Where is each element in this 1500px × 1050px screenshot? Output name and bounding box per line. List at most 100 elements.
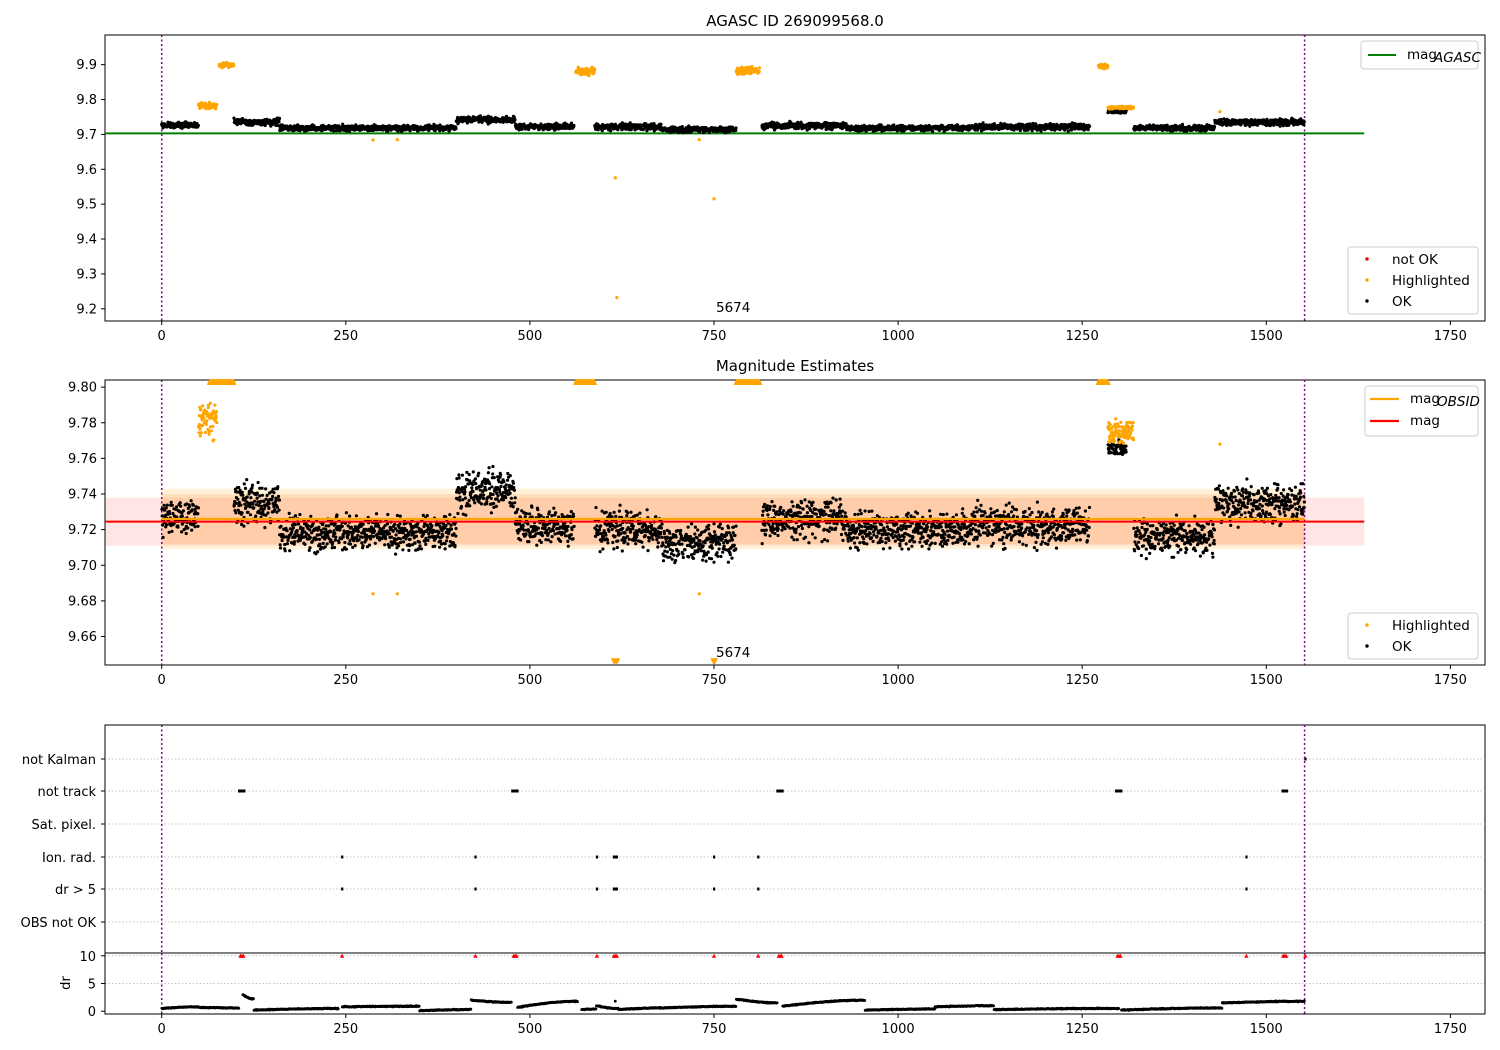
ok-point [512, 115, 516, 119]
ok-point [267, 502, 271, 506]
highlighted-point [615, 296, 619, 300]
ok-point [491, 492, 495, 497]
ok-point [445, 535, 449, 539]
ok-point [253, 499, 257, 503]
ok-point [414, 534, 419, 538]
ok-point [348, 542, 353, 546]
ok-point [196, 524, 200, 528]
ok-point [279, 524, 283, 528]
ok-point [265, 117, 269, 121]
highlighted-point [757, 66, 762, 70]
legend-label: OK [1392, 294, 1413, 310]
ok-point [398, 522, 402, 526]
ok-point [235, 490, 239, 494]
ok-point [489, 511, 493, 515]
ok-point [417, 540, 422, 544]
ok-point [191, 503, 195, 507]
ok-point [401, 531, 405, 535]
ok-point [266, 511, 270, 515]
ok-point [260, 486, 264, 490]
ok-point [463, 490, 467, 494]
ok-point [536, 526, 541, 530]
highlighted-point [697, 138, 701, 142]
ok-point [249, 496, 253, 500]
ok-point [273, 508, 277, 512]
ok-point [193, 525, 197, 529]
y-tick-label: 9.2 [76, 302, 97, 317]
agasc-magnitude-panel: AGASC ID 269099568.09.29.39.49.59.69.79.… [76, 12, 1486, 344]
ok-point [492, 501, 496, 506]
ok-point [433, 544, 437, 548]
legend-label: not OK [1392, 252, 1439, 268]
ok-point [459, 504, 464, 509]
ok-point [180, 530, 184, 534]
ok-point [425, 514, 429, 518]
y-tick-label: 9.78 [68, 416, 97, 431]
ok-point [356, 529, 360, 534]
ok-point [327, 524, 331, 528]
ok-point [323, 545, 327, 549]
ok-point [245, 478, 249, 482]
ok-point [184, 531, 188, 536]
ok-point [256, 480, 260, 485]
ok-point [321, 541, 325, 546]
ok-point [278, 546, 283, 550]
ok-point [270, 497, 274, 501]
ok-point [275, 505, 279, 509]
y-tick-label: 9.70 [68, 559, 97, 574]
ok-point [408, 544, 412, 548]
ok-point [190, 528, 194, 532]
ok-point [401, 548, 405, 552]
highlighted-point [232, 63, 236, 67]
ok-point [288, 549, 292, 553]
ok-point [501, 498, 505, 502]
ok-point [260, 504, 264, 508]
ok-point [311, 539, 315, 543]
axes-frame [104, 34, 1486, 322]
ok-point [1302, 123, 1306, 127]
ok-point [308, 528, 312, 532]
ok-point [506, 471, 510, 476]
ok-point [277, 116, 282, 120]
ok-point [335, 513, 339, 517]
legend-marker [1365, 299, 1369, 303]
ok-point [536, 508, 540, 512]
ok-point [395, 513, 399, 518]
ok-point [369, 537, 373, 541]
ok-point [254, 514, 258, 518]
ok-point [333, 531, 337, 536]
ok-point [165, 523, 169, 527]
y-tick-label: 9.4 [76, 233, 97, 248]
ok-point [243, 486, 248, 490]
x-tick-label: 750 [702, 329, 727, 344]
ok-point [513, 501, 517, 505]
ok-point [271, 494, 275, 498]
ok-point [272, 491, 276, 495]
ok-point [276, 485, 280, 489]
ok-point [1302, 120, 1306, 124]
ok-point [1087, 124, 1092, 128]
ok-point [486, 114, 490, 118]
ok-point [176, 525, 180, 529]
y-tick-label: 9.76 [68, 452, 97, 467]
ok-point [449, 527, 454, 531]
ok-point [161, 535, 165, 540]
ok-point [186, 526, 190, 530]
magnitude-estimates-panel: Magnitude Estimates9.669.689.709.729.749… [68, 357, 1486, 688]
ok-point [260, 493, 264, 497]
ok-point [399, 540, 403, 545]
ok-point [178, 501, 182, 505]
ok-point [242, 482, 246, 486]
ok-point [448, 513, 452, 517]
ok-point [309, 514, 313, 518]
ok-point [539, 540, 543, 545]
ok-point [526, 522, 530, 526]
ok-point [316, 550, 320, 554]
ok-point [386, 512, 390, 517]
ok-point [506, 478, 510, 482]
ok-point [263, 526, 267, 530]
ok-point [1180, 122, 1185, 126]
ok-point [251, 502, 255, 506]
ok-point [539, 514, 543, 518]
ok-point [432, 122, 436, 126]
